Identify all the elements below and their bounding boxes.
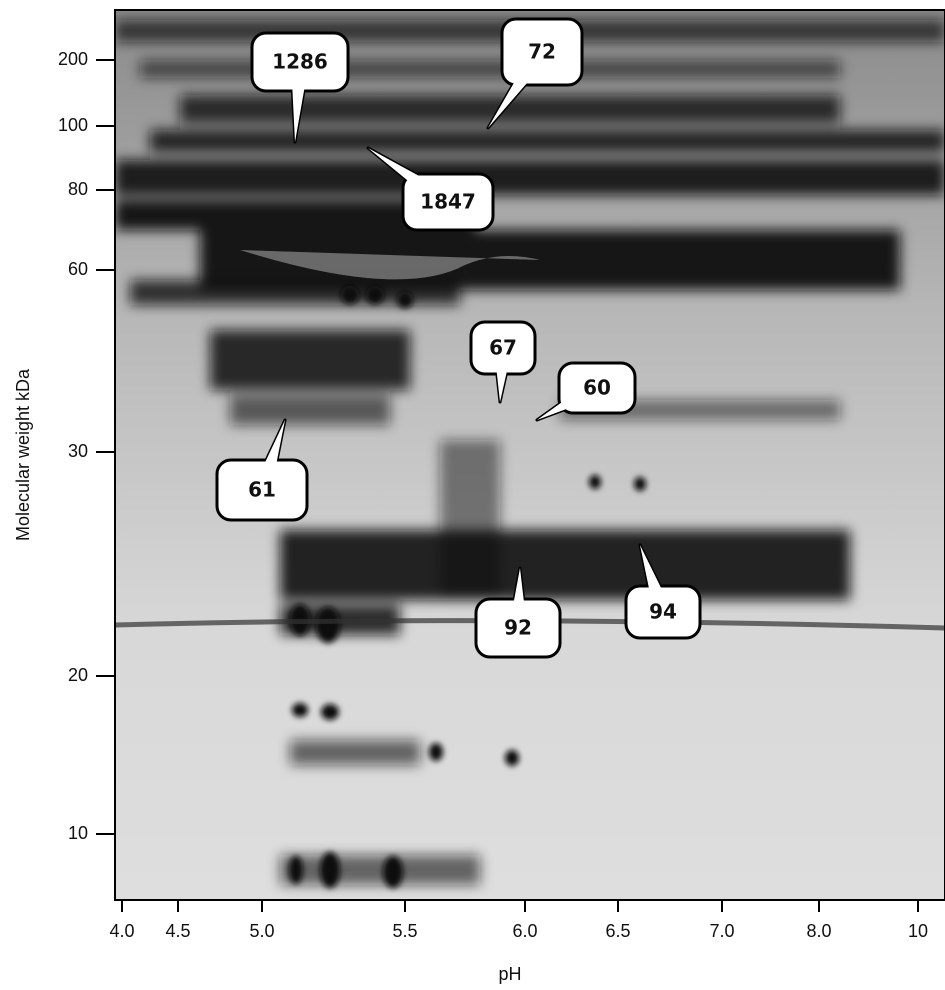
callout: 94: [624, 543, 702, 640]
x-tick-label: 8.0: [806, 921, 831, 941]
x-tick-label: 6.0: [512, 921, 537, 941]
gel-image: [115, 10, 945, 900]
callout-pointer-fill: [494, 347, 512, 402]
callout: 1847: [366, 146, 495, 232]
x-tick-label: 6.5: [605, 921, 630, 941]
callout: 92: [474, 566, 562, 659]
callout: 1286: [250, 31, 350, 144]
callout: 61: [215, 418, 309, 522]
x-tick-label: 7.0: [709, 921, 734, 941]
callout-pointer-fill: [368, 148, 454, 210]
x-tick-label: 4.5: [165, 921, 190, 941]
callout-label: 61: [248, 478, 276, 502]
x-tick-label: 5.5: [392, 921, 417, 941]
callout-label: 67: [489, 336, 517, 360]
callout-pointer-fill: [291, 61, 309, 142]
y-tick-label: 200: [58, 49, 88, 69]
callout-pointer-fill: [488, 46, 550, 128]
callout-pointer-fill: [640, 545, 672, 615]
annotations: 200 100 80 60 30 20 10 4.0 4.5 5.0 5.5 6.0 6.5 7.0 8.0…: [58, 17, 928, 941]
callout-label: 60: [583, 376, 611, 400]
frame: [114, 9, 945, 901]
callout-label: 1847: [420, 190, 476, 214]
y-tick-label: 10: [68, 823, 88, 843]
y-tick-label: 60: [68, 259, 88, 279]
y-axis-label: Molecular weight kDa: [13, 368, 33, 541]
callout-label: 92: [504, 616, 532, 640]
callout-pointer-fill: [509, 568, 527, 629]
callout: 67: [469, 320, 537, 404]
callout: 72: [486, 17, 584, 130]
x-tick-label: 5.0: [249, 921, 274, 941]
x-tick-label: 4.0: [109, 921, 134, 941]
y-tick-label: 80: [68, 179, 88, 199]
callout: 60: [535, 361, 637, 422]
x-tick-label: 10: [908, 921, 928, 941]
callout-label: 1286: [272, 50, 328, 74]
callout-label: 94: [649, 600, 677, 624]
callout-pointer-fill: [537, 380, 602, 420]
y-tick-label: 100: [58, 115, 88, 135]
callout-label: 72: [528, 40, 556, 64]
y-tick-label: 30: [68, 441, 88, 461]
x-axis-label: pH: [498, 964, 521, 984]
callout-pointer-fill: [253, 420, 285, 493]
y-tick-label: 20: [68, 665, 88, 685]
